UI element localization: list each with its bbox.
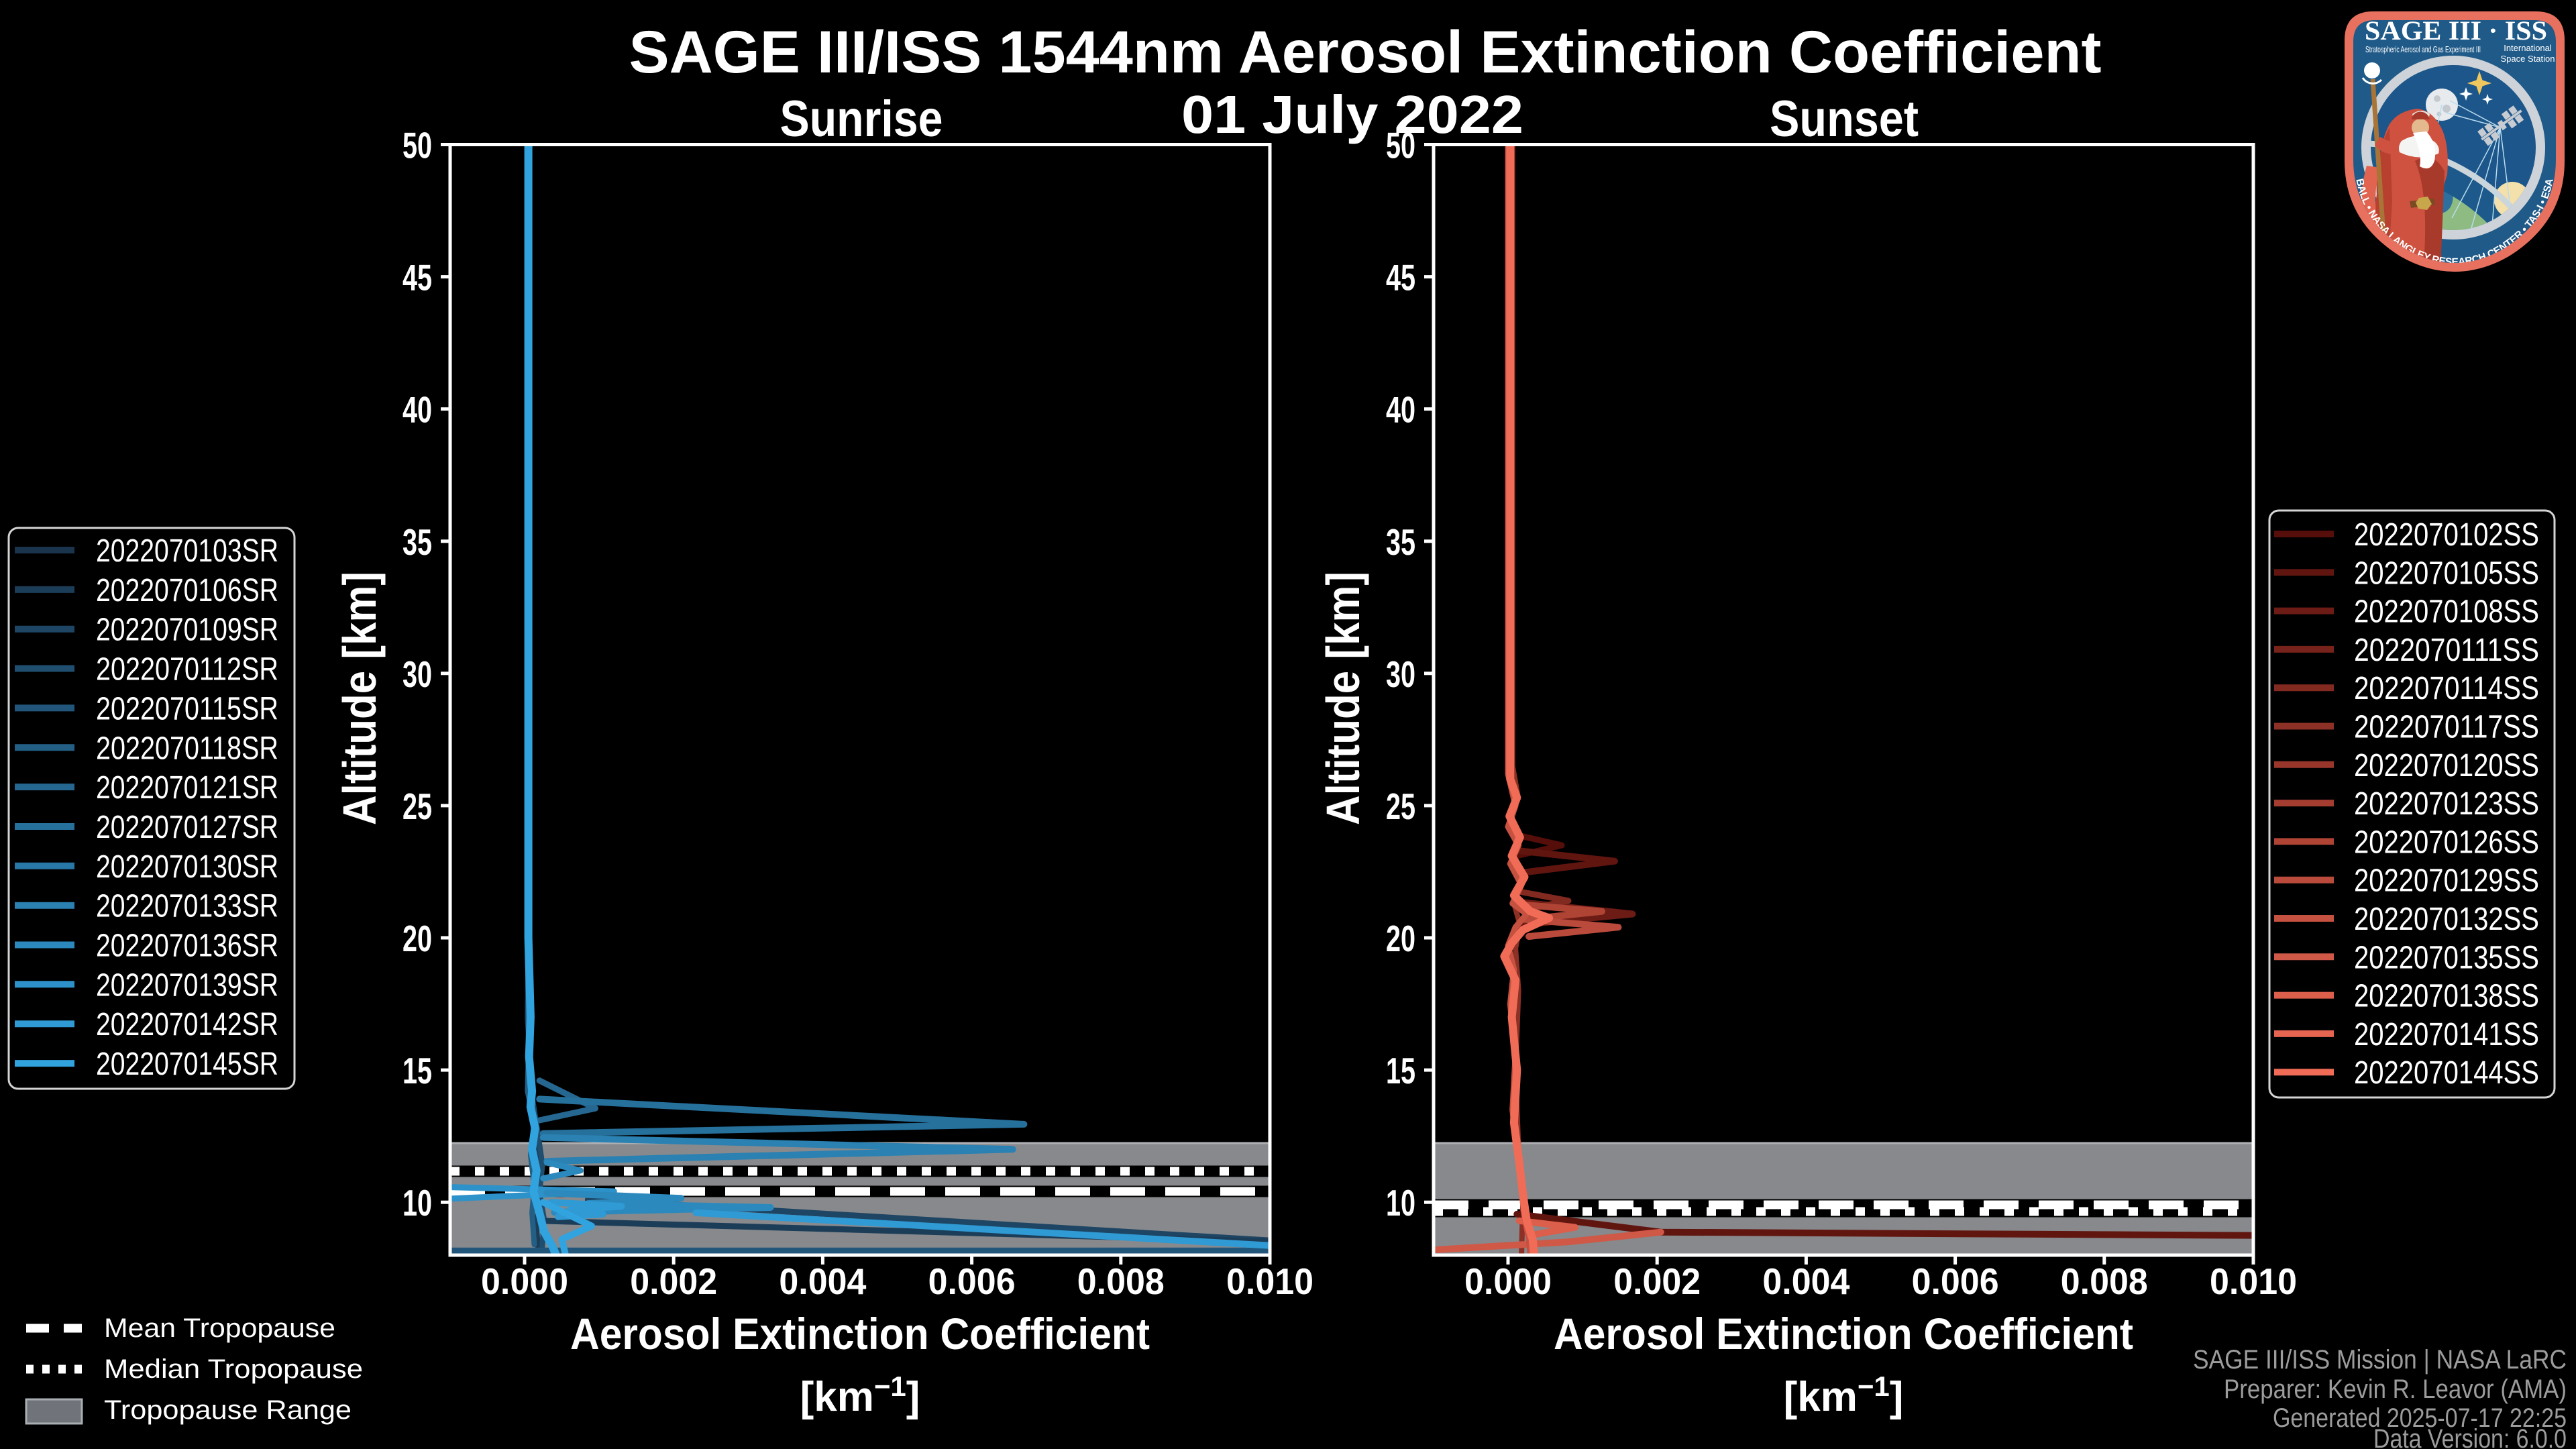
svg-text:0.008: 0.008 [2061, 1260, 2148, 1302]
svg-text:2022070112SR: 2022070112SR [96, 652, 278, 688]
svg-text:2022070114SS: 2022070114SS [2354, 671, 2539, 706]
svg-text:2022070108SS: 2022070108SS [2354, 594, 2539, 630]
svg-text:2022070127SR: 2022070127SR [96, 810, 278, 845]
svg-text:2022070123SS: 2022070123SS [2354, 786, 2539, 822]
svg-text:2022070103SR: 2022070103SR [96, 533, 278, 569]
svg-text:SAGE III/ISS 1544nm Aerosol Ex: SAGE III/ISS 1544nm Aerosol Extinction C… [629, 18, 2102, 85]
svg-text:30: 30 [1386, 653, 1415, 695]
svg-text:0.002: 0.002 [630, 1260, 717, 1302]
svg-text:2022070111SS: 2022070111SS [2354, 633, 2539, 668]
svg-text:SAGE III · ISS: SAGE III · ISS [2365, 15, 2547, 46]
svg-text:40: 40 [402, 389, 432, 431]
svg-text:2022070120SS: 2022070120SS [2354, 748, 2539, 784]
svg-text:Data Version: 6.0.0: Data Version: 6.0.0 [2373, 1424, 2567, 1449]
svg-text:2022070133SR: 2022070133SR [96, 889, 278, 924]
svg-text:20: 20 [402, 918, 432, 959]
svg-text:25: 25 [1386, 786, 1415, 827]
svg-text:0.000: 0.000 [1464, 1260, 1552, 1302]
svg-text:40: 40 [1386, 389, 1415, 431]
svg-text:0.002: 0.002 [1613, 1260, 1701, 1302]
svg-text:Space Station: Space Station [2501, 54, 2555, 64]
svg-text:2022070109SR: 2022070109SR [96, 612, 278, 648]
svg-text:01 July 2022: 01 July 2022 [1181, 85, 1523, 144]
svg-text:2022070117SS: 2022070117SS [2354, 710, 2539, 745]
svg-text:Median Tropopause: Median Tropopause [104, 1354, 363, 1384]
svg-text:35: 35 [1386, 521, 1415, 563]
svg-text:45: 45 [1386, 257, 1415, 299]
svg-text:2022070138SS: 2022070138SS [2354, 979, 2539, 1014]
svg-text:2022070130SR: 2022070130SR [96, 849, 278, 885]
svg-text:15: 15 [1386, 1050, 1415, 1091]
svg-text:Mean Tropopause: Mean Tropopause [104, 1313, 335, 1343]
svg-text:Tropopause Range: Tropopause Range [104, 1395, 352, 1425]
svg-text:2022070106SR: 2022070106SR [96, 573, 278, 608]
svg-text:Altitude [km]: Altitude [km] [333, 572, 386, 825]
svg-text:2022070141SS: 2022070141SS [2354, 1017, 2539, 1053]
svg-text:10: 10 [1386, 1182, 1415, 1224]
svg-text:0.010: 0.010 [2210, 1260, 2297, 1302]
svg-text:0.006: 0.006 [928, 1260, 1016, 1302]
svg-text:Aerosol Extinction Coefficient: Aerosol Extinction Coefficient [570, 1309, 1150, 1358]
svg-text:2022070144SS: 2022070144SS [2354, 1055, 2539, 1091]
svg-text:Sunset: Sunset [1770, 91, 1919, 148]
svg-text:2022070139SR: 2022070139SR [96, 967, 278, 1003]
svg-text:Stratospheric Aerosol and Gas: Stratospheric Aerosol and Gas Experiment… [2365, 44, 2481, 54]
svg-text:2022070115SR: 2022070115SR [96, 691, 278, 727]
svg-text:0.000: 0.000 [481, 1260, 568, 1302]
svg-text:SAGE III/ISS Mission | NASA La: SAGE III/ISS Mission | NASA LaRC [2193, 1345, 2567, 1375]
svg-text:20: 20 [1386, 918, 1415, 959]
svg-text:0.006: 0.006 [1912, 1260, 1999, 1302]
svg-text:35: 35 [402, 521, 432, 563]
svg-text:45: 45 [402, 257, 432, 299]
svg-text:0.004: 0.004 [779, 1260, 866, 1302]
svg-text:2022070135SS: 2022070135SS [2354, 940, 2539, 975]
svg-text:2022070105SS: 2022070105SS [2354, 555, 2539, 591]
svg-text:2022070142SR: 2022070142SR [96, 1007, 278, 1042]
svg-text:30: 30 [402, 653, 432, 695]
svg-text:Altitude [km]: Altitude [km] [1317, 572, 1369, 825]
svg-text:50: 50 [402, 125, 432, 166]
svg-text:2022070126SS: 2022070126SS [2354, 824, 2539, 860]
svg-text:Generated 2025-07-17 22:25: Generated 2025-07-17 22:25 [2273, 1403, 2567, 1433]
svg-text:50: 50 [1386, 125, 1415, 166]
svg-text:0.004: 0.004 [1762, 1260, 1849, 1302]
svg-text:Preparer: Kevin R. Leavor (AMA: Preparer: Kevin R. Leavor (AMA) [2224, 1375, 2567, 1404]
svg-text:Sunrise: Sunrise [780, 91, 943, 148]
svg-text:2022070102SS: 2022070102SS [2354, 517, 2539, 553]
svg-text:2022070129SS: 2022070129SS [2354, 863, 2539, 899]
svg-text:0.010: 0.010 [1226, 1260, 1313, 1302]
svg-text:2022070145SR: 2022070145SR [96, 1046, 278, 1082]
svg-text:15: 15 [402, 1050, 432, 1091]
svg-text:2022070136SR: 2022070136SR [96, 928, 278, 964]
svg-text:2022070118SR: 2022070118SR [96, 731, 278, 766]
svg-text:International: International [2504, 43, 2552, 53]
svg-text:25: 25 [402, 786, 432, 827]
svg-text:Aerosol Extinction Coefficient: Aerosol Extinction Coefficient [1554, 1309, 2133, 1358]
svg-text:10: 10 [402, 1182, 432, 1224]
svg-text:2022070132SS: 2022070132SS [2354, 902, 2539, 937]
svg-text:0.008: 0.008 [1077, 1260, 1165, 1302]
svg-text:2022070121SR: 2022070121SR [96, 770, 278, 806]
